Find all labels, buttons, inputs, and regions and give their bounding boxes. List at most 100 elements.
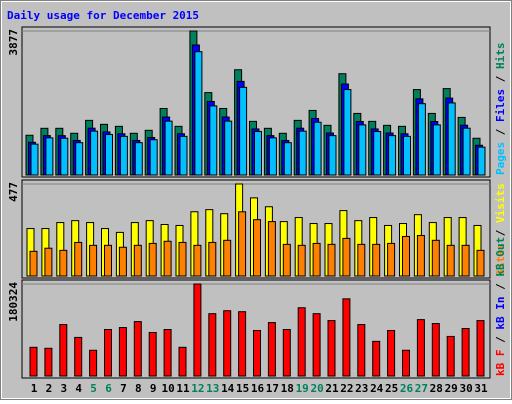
bar <box>372 243 381 277</box>
bar <box>267 221 276 277</box>
bar <box>282 329 291 377</box>
x-tick-label: 7 <box>120 382 127 395</box>
bar <box>133 244 142 277</box>
bar <box>208 241 217 277</box>
x-tick-label: 14 <box>221 382 235 395</box>
bar <box>477 146 486 176</box>
bar <box>89 349 98 377</box>
bar <box>267 322 276 377</box>
x-tick-label: 9 <box>150 382 157 395</box>
legend-entry: Visits <box>494 183 507 223</box>
legend-separator: / <box>494 277 507 297</box>
bar <box>208 313 217 377</box>
legend-separator: / <box>494 330 507 350</box>
bar <box>209 105 218 176</box>
bar <box>373 131 382 176</box>
legend-entry: Pages <box>494 142 507 175</box>
y-tick-label: 3877 <box>7 29 20 56</box>
bar <box>105 134 113 176</box>
bar <box>343 89 352 176</box>
bar <box>357 243 366 277</box>
bar <box>387 329 396 377</box>
legend-separator: / <box>494 122 507 142</box>
x-tick-label: 28 <box>430 382 443 395</box>
bar <box>178 241 187 277</box>
bar <box>327 243 336 277</box>
bar <box>44 247 53 277</box>
bar <box>149 139 158 176</box>
bar <box>416 319 425 377</box>
bar <box>402 349 410 377</box>
x-tick-label: 23 <box>355 382 368 395</box>
bar <box>312 242 321 277</box>
x-tick-label: 19 <box>296 382 309 395</box>
bar <box>118 246 127 277</box>
bar <box>224 120 233 176</box>
bar <box>402 235 410 277</box>
bar <box>446 244 455 277</box>
x-tick-label: 24 <box>370 382 384 395</box>
bar <box>194 51 203 176</box>
bar <box>89 244 98 277</box>
x-tick-label: 1 <box>31 382 38 395</box>
bar <box>29 250 38 277</box>
bar <box>178 346 187 377</box>
x-tick-label: 15 <box>236 382 249 395</box>
x-tick-label: 6 <box>105 382 112 395</box>
bar <box>238 311 247 377</box>
bar <box>297 244 306 277</box>
bar <box>74 241 83 277</box>
x-tick-label: 13 <box>206 382 219 395</box>
bar <box>461 244 470 277</box>
bar <box>179 135 188 176</box>
bar <box>403 135 411 176</box>
bar <box>164 120 173 176</box>
x-tick-label: 26 <box>400 382 414 395</box>
bar <box>446 335 455 377</box>
bar <box>282 243 291 277</box>
bar <box>268 137 277 176</box>
bar <box>432 124 441 176</box>
legend: Sites / Visits <box>494 183 507 276</box>
bar <box>342 298 351 377</box>
x-tick-label: 17 <box>266 382 279 395</box>
legend-entry: Sites <box>494 243 507 276</box>
x-tick-label: 12 <box>191 382 204 395</box>
legend: Pages / Files / Hits <box>494 43 507 176</box>
bar <box>312 313 321 377</box>
x-tick-label: 27 <box>415 382 428 395</box>
legend-entry: kB F <box>494 350 507 377</box>
legend-entry: Hits <box>494 43 507 70</box>
legend-entry: kB Out <box>494 237 507 277</box>
bar <box>104 329 112 377</box>
bar <box>447 102 456 176</box>
bar <box>254 131 262 176</box>
bar <box>431 323 440 377</box>
bar <box>431 239 440 277</box>
x-tick-label: 29 <box>445 382 458 395</box>
bar <box>133 321 142 377</box>
x-tick-label: 16 <box>251 382 265 395</box>
x-tick-label: 20 <box>310 382 323 395</box>
bar <box>387 242 396 277</box>
bar <box>239 86 248 176</box>
x-tick-label: 4 <box>75 382 82 395</box>
bar <box>45 137 54 176</box>
bar <box>163 329 172 377</box>
bar <box>74 336 83 377</box>
bar <box>328 135 337 176</box>
bar <box>297 307 306 377</box>
bar <box>193 244 202 277</box>
bar <box>253 219 261 277</box>
bar <box>476 320 485 377</box>
bar <box>283 142 292 176</box>
bar <box>416 234 425 277</box>
bar <box>313 121 322 176</box>
x-tick-label: 30 <box>459 382 472 395</box>
bar <box>29 346 38 377</box>
legend-separator: / <box>494 69 507 89</box>
bar <box>342 237 351 277</box>
bar <box>461 328 470 377</box>
x-tick-label: 22 <box>340 382 353 395</box>
